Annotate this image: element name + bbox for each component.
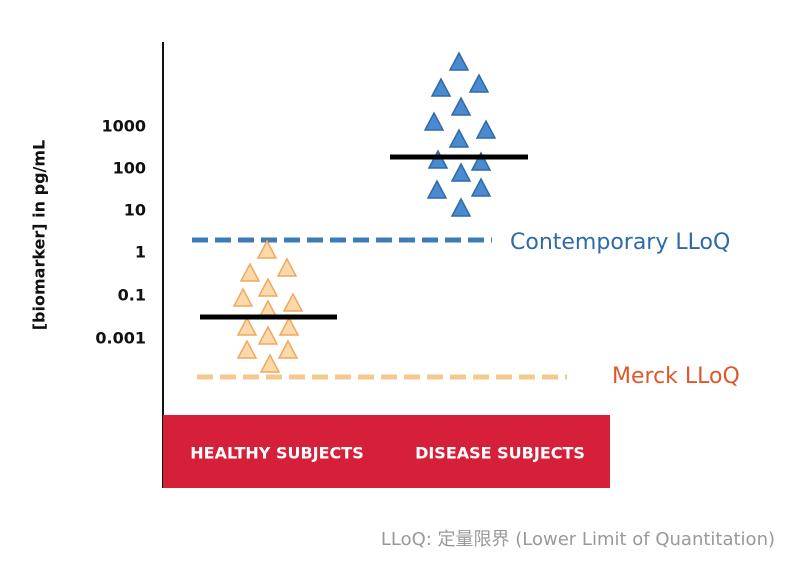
y-axis-label: [biomarker] in pg/mL: [30, 140, 49, 331]
threshold-label: Contemporary LLoQ: [510, 230, 730, 255]
triangle-marker: [468, 73, 490, 93]
triangle-marker: [430, 77, 452, 97]
triangle-marker: [239, 262, 261, 282]
triangle-marker: [278, 316, 300, 336]
triangle-marker: [423, 111, 445, 131]
triangle-marker: [236, 316, 258, 336]
triangle-marker: [470, 177, 492, 197]
triangle-marker: [448, 128, 470, 148]
triangle-marker: [450, 162, 472, 182]
triangle-marker: [259, 353, 281, 373]
y-tick-label: 1: [135, 243, 146, 262]
triangle-marker: [276, 257, 298, 277]
triangle-marker: [257, 325, 279, 345]
triangle-marker: [282, 292, 304, 312]
y-tick-label: 0.001: [95, 329, 146, 348]
triangle-marker: [470, 151, 492, 171]
y-tick-label: 1000: [101, 117, 146, 136]
y-tick-label: 100: [113, 159, 146, 178]
triangle-marker: [426, 179, 448, 199]
triangle-marker: [277, 339, 299, 359]
triangle-marker: [257, 277, 279, 297]
triangle-marker: [450, 197, 472, 217]
y-tick-label: 10: [124, 201, 146, 220]
triangle-marker: [450, 96, 472, 116]
triangle-marker: [232, 287, 254, 307]
triangle-marker: [256, 239, 278, 259]
group-label: HEALTHY SUBJECTS: [190, 444, 363, 463]
triangle-marker: [236, 339, 258, 359]
group-band: [163, 415, 610, 488]
y-tick-label: 0.1: [118, 286, 146, 305]
triangle-marker: [448, 51, 470, 71]
group-label: DISEASE SUBJECTS: [415, 444, 585, 463]
triangle-marker: [475, 119, 497, 139]
threshold-label: Merck LLoQ: [612, 364, 740, 389]
footnote: LLoQ: 定量限界 (Lower Limit of Quantitation): [381, 529, 775, 550]
